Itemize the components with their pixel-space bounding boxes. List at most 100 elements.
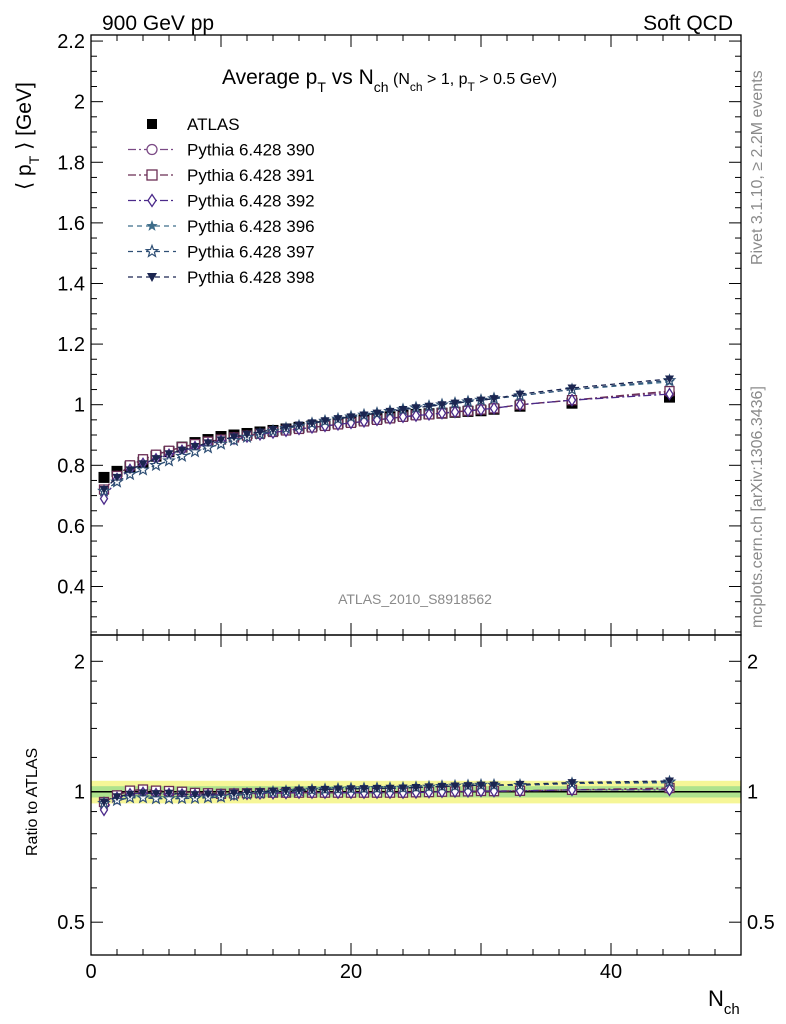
- data-point-marker: [450, 399, 460, 408]
- data-point-marker: [164, 789, 174, 798]
- rivet-version-label: Rivet 3.1.10, ≥ 2.2M events: [749, 70, 766, 265]
- series-line: [103, 379, 670, 492]
- legend-label: Pythia 6.428 398: [187, 268, 315, 287]
- data-point-marker: [146, 220, 158, 231]
- data-point-marker: [98, 471, 110, 483]
- data-point-marker: [151, 790, 161, 799]
- analysis-tag: ATLAS_2010_S8918562: [338, 591, 492, 607]
- data-point-marker: [398, 406, 408, 415]
- legend-label: Pythia 6.428 397: [187, 243, 315, 262]
- data-point-marker: [359, 411, 369, 420]
- data-point-marker: [359, 785, 369, 794]
- main-series-391: [98, 385, 675, 495]
- data-point-marker: [188, 444, 202, 458]
- series-line: [103, 781, 670, 804]
- data-point-marker: [229, 789, 239, 798]
- x-tick-label: 0: [85, 961, 96, 983]
- x-tick-label: 20: [340, 961, 362, 983]
- data-point-marker: [476, 396, 486, 405]
- data-point-marker: [307, 786, 317, 795]
- data-point-marker: [164, 450, 174, 459]
- data-point-marker: [567, 384, 577, 393]
- plot-title: Average pT vs Nch (Nch > 1, pT > 0.5 GeV…: [222, 66, 557, 95]
- data-point-marker: [665, 777, 674, 786]
- ratio-axis-ticks: 0.5 0.51 12 20 20 40: [57, 635, 775, 983]
- data-point-marker: [411, 783, 421, 792]
- y-tick-label: 0.6: [57, 516, 85, 538]
- data-point-marker: [489, 395, 499, 404]
- legend-label: Pythia 6.428 396: [187, 217, 315, 236]
- data-point-marker: [489, 401, 499, 416]
- data-point-marker: [476, 781, 486, 790]
- main-series-390: [98, 387, 675, 495]
- data-point-marker: [411, 404, 421, 413]
- data-point-marker: [144, 243, 160, 258]
- legend-entry: Pythia 6.428 391: [128, 166, 315, 185]
- data-point-marker: [398, 410, 408, 424]
- data-point-marker: [665, 375, 674, 384]
- data-point-marker: [463, 404, 473, 418]
- data-point-marker: [320, 417, 330, 426]
- data-point-marker: [190, 791, 200, 800]
- series-line: [103, 390, 670, 490]
- data-point-marker: [424, 407, 434, 422]
- data-point-marker: [385, 411, 395, 426]
- data-point-marker: [151, 455, 161, 464]
- data-point-marker: [372, 409, 382, 418]
- data-point-marker: [489, 781, 499, 790]
- data-point-marker: [175, 448, 189, 463]
- data-point-marker: [665, 783, 674, 797]
- main-series-397: [97, 373, 677, 497]
- y-tick-label: 1.4: [57, 273, 85, 295]
- data-point-marker: [162, 791, 176, 805]
- y-tick-label: 1.8: [57, 152, 85, 174]
- y-tick-label: 1.2: [57, 334, 85, 356]
- ratio-y-tick-label-right: 2: [747, 651, 758, 673]
- data-point-marker: [398, 784, 408, 793]
- main-axis-ticks: 0.4 0.6 0.8 1 1.2 1.4 1.6 1.8 2 2.2: [57, 31, 742, 635]
- data-point-marker: [255, 788, 265, 797]
- ratio-panel-frame: [90, 634, 742, 956]
- ratio-y-tick-label-right: 1: [747, 782, 758, 804]
- data-point-marker: [216, 436, 226, 445]
- data-point-marker: [437, 782, 447, 791]
- mcplots-label: mcplots.cern.ch [arXiv:1306.3436]: [749, 386, 766, 628]
- data-point-marker: [268, 787, 278, 796]
- y-tick-label: 0.4: [57, 577, 85, 599]
- data-point-marker: [515, 390, 525, 399]
- data-point-marker: [294, 786, 304, 795]
- data-point-marker: [450, 782, 460, 791]
- data-point-marker: [424, 402, 434, 411]
- data-point-marker: [515, 780, 525, 789]
- data-point-marker: [294, 421, 304, 430]
- data-point-marker: [463, 782, 473, 791]
- data-point-marker: [216, 790, 226, 799]
- data-point-marker: [99, 491, 109, 506]
- data-point-marker: [146, 143, 158, 156]
- data-point-marker: [515, 397, 525, 412]
- data-point-marker: [437, 401, 447, 410]
- series-line: [103, 378, 670, 491]
- main-series-atlas: [98, 391, 675, 483]
- legend: ATLAS Pythia 6.428 390 Pythia 6.428 391 Pyt…: [128, 115, 315, 287]
- data-point-marker: [385, 784, 395, 793]
- legend-entry: Pythia 6.428 390: [128, 141, 315, 160]
- data-point-marker: [138, 460, 148, 469]
- ratio-y-tick-label-right: 0.5: [747, 912, 775, 934]
- data-point-marker: [177, 446, 187, 455]
- legend-entry: Pythia 6.428 397: [128, 243, 315, 262]
- legend-entry: Pythia 6.428 396: [128, 217, 315, 236]
- legend-entry: ATLAS: [147, 115, 240, 134]
- data-point-marker: [346, 785, 356, 794]
- data-point-marker: [567, 393, 577, 407]
- data-point-marker: [229, 433, 239, 442]
- data-point-marker: [281, 423, 291, 432]
- data-point-marker: [125, 790, 135, 799]
- data-point-marker: [99, 798, 109, 807]
- legend-entry: Pythia 6.428 392: [128, 192, 315, 211]
- ratio-y-tick-label: 2: [74, 651, 85, 673]
- data-point-marker: [476, 402, 486, 417]
- data-point-marker: [190, 443, 200, 452]
- x-axis-label: Nch: [708, 986, 740, 1018]
